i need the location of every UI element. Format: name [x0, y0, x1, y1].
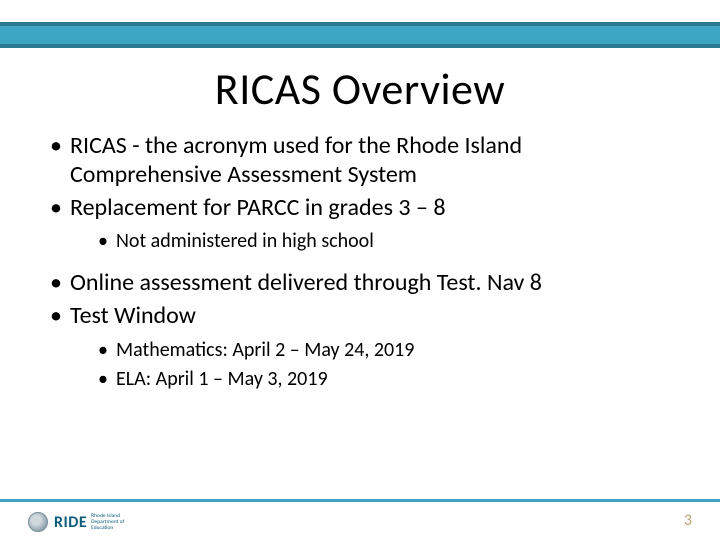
bullet-item: RICAS - the acronym used for the Rhode I…	[48, 132, 672, 190]
sub-bullet-item: Mathematics: April 2 – May 24, 2019	[98, 337, 672, 364]
sub-bullet-item: ELA: April 1 – May 3, 2019	[98, 366, 672, 393]
bullet-item: Test Window Mathematics: April 2 – May 2…	[48, 302, 672, 393]
sub-bullet-list: Not administered in high school	[98, 228, 672, 255]
bullet-list-1: RICAS - the acronym used for the Rhode I…	[48, 132, 672, 255]
sub-bullet-item: Not administered in high school	[98, 228, 672, 255]
bullet-item: Replacement for PARCC in grades 3 – 8 No…	[48, 194, 672, 256]
header-bar	[0, 22, 720, 48]
page-number: 3	[684, 511, 692, 530]
logo-text: RIDE Rhode Island Department of Educatio…	[54, 513, 141, 532]
footer-logo: RIDE Rhode Island Department of Educatio…	[28, 512, 141, 532]
bullet-text: Replacement for PARCC in grades 3 – 8	[70, 193, 446, 222]
slide: RICAS Overview RICAS - the acronym used …	[0, 0, 720, 540]
bullet-list-2: Online assessment delivered through Test…	[48, 269, 672, 393]
footer-bar	[0, 499, 720, 502]
bullet-item: Online assessment delivered through Test…	[48, 269, 672, 298]
slide-title: RICAS Overview	[0, 62, 720, 116]
seal-icon	[28, 512, 48, 532]
logo-subtitle: Rhode Island Department of Education	[91, 513, 141, 531]
slide-content: RICAS - the acronym used for the Rhode I…	[48, 132, 672, 397]
bullet-text: Test Window	[70, 301, 196, 330]
logo-brand: RIDE	[54, 513, 87, 532]
sub-bullet-list: Mathematics: April 2 – May 24, 2019 ELA:…	[98, 337, 672, 393]
